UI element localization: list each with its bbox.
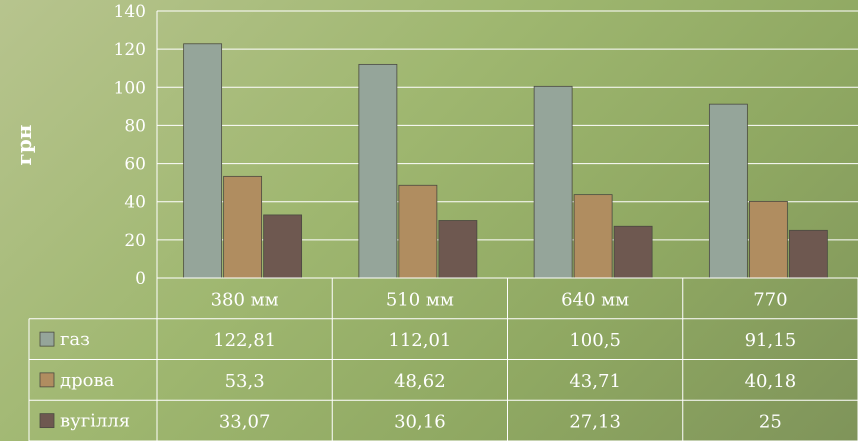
x-tick-label: 510 мм [386,289,454,310]
bar-газ-0 [183,43,223,279]
x-tick-label: 770 [753,289,787,310]
legend-swatch [39,413,55,429]
bar-газ-2 [533,85,573,279]
y-tick-label: 0 [135,269,146,289]
data-label: 27,13 [569,412,621,433]
bar-дрова-0 [223,175,263,279]
data-label: 100,5 [569,330,621,351]
bar-газ-3 [708,103,748,279]
legend-label: газ [60,329,90,350]
y-tick-label: 40 [124,193,146,213]
bar-газ-1 [358,63,398,279]
bar-дрова-3 [748,200,788,279]
data-label: 91,15 [745,330,797,351]
legend-label: дрова [60,370,115,391]
bar-дрова-2 [573,194,613,279]
data-label: 30,16 [394,412,446,433]
y-tick-label: 100 [114,78,146,98]
y-tick-label: 80 [124,116,146,136]
y-tick-label: 120 [114,40,146,60]
bar-вугілля-2 [613,225,653,279]
x-tick-label: 640 мм [561,289,629,310]
data-label: 48,62 [394,371,446,392]
data-label: 33,07 [219,412,271,433]
legend-swatch [39,331,55,347]
legend-label: вугілля [60,411,130,432]
legend-swatch [39,372,55,388]
bar-вугілля-1 [438,220,478,279]
bar-вугілля-3 [788,229,828,279]
y-axis-label: грн [12,125,36,166]
data-label: 112,01 [388,330,451,351]
data-label: 25 [759,412,782,433]
bar-вугілля-0 [263,214,303,279]
y-tick-label: 20 [124,231,146,251]
x-tick-label: 380 мм [211,289,279,310]
y-tick-label: 140 [114,2,146,22]
data-label: 43,71 [569,371,621,392]
data-label: 122,81 [213,330,276,351]
data-label: 40,18 [745,371,797,392]
data-label: 53,3 [225,371,265,392]
y-tick-label: 60 [124,155,146,175]
bar-дрова-1 [398,184,438,279]
